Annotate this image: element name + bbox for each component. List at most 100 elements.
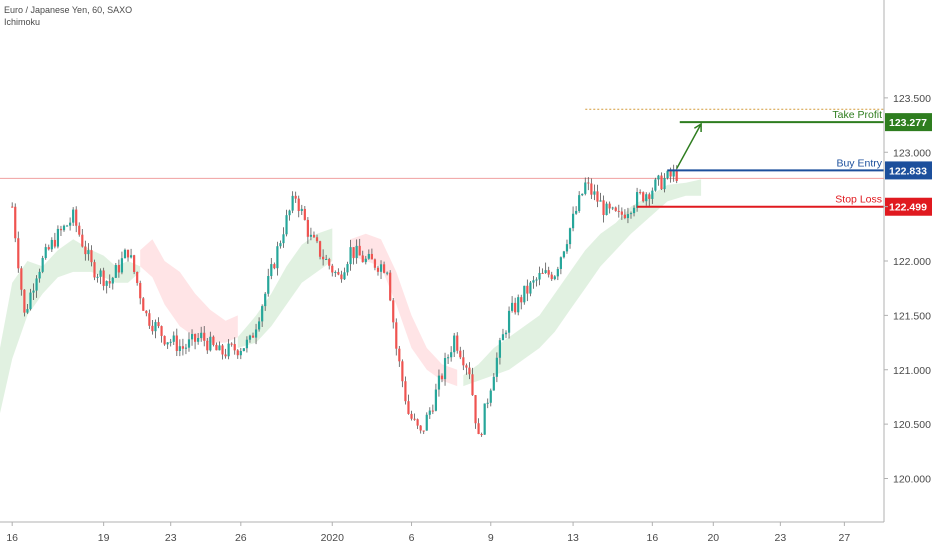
cloud-segment-2 (237, 228, 333, 348)
candle-body-276 (431, 410, 434, 412)
candle-body-40 (72, 209, 75, 223)
candle-body-116 (187, 339, 191, 348)
cloud-segment-1 (140, 239, 238, 343)
candle-body-260 (407, 401, 410, 414)
candle-body-122 (197, 337, 200, 342)
candle-body-206 (325, 259, 328, 261)
candle-body-4 (17, 238, 20, 269)
candle-body-238 (373, 259, 377, 268)
candle-body-218 (343, 272, 346, 280)
candle-body-186 (294, 195, 297, 199)
candle-body-64 (108, 281, 111, 284)
candle-body-426 (660, 175, 663, 190)
candle-body-252 (395, 322, 398, 349)
arrow-shaft (676, 123, 702, 169)
symbol-title: Euro / Japanese Yen, 60, SAXO (4, 5, 133, 15)
x-tick-label-10: 23 (775, 532, 787, 544)
candle-body-302 (471, 374, 474, 396)
candle-body-436 (675, 170, 678, 181)
candle-body-270 (422, 430, 425, 432)
candle-body-264 (413, 418, 416, 420)
candle-body-42 (75, 209, 78, 226)
candle-body-280 (437, 375, 441, 390)
candle-body-296 (462, 357, 465, 366)
x-tick-label-6: 9 (488, 532, 494, 544)
candle-body-176 (279, 243, 282, 247)
candle-body-196 (309, 234, 313, 237)
candle-body-154 (245, 339, 249, 349)
y-tick-label-4: 122.000 (893, 256, 931, 268)
candle-body-306 (477, 423, 480, 435)
candle-body-184 (291, 195, 294, 211)
candle-body-360 (559, 257, 562, 269)
candle-body-190 (300, 208, 303, 211)
candle-body-102 (166, 342, 169, 345)
candle-body-94 (154, 322, 157, 332)
candle-body-318 (495, 357, 498, 377)
candle-body-284 (443, 358, 447, 380)
candle-body-232 (364, 258, 367, 263)
candle-body-202 (318, 241, 322, 257)
candle-body-316 (492, 376, 495, 391)
candle-body-60 (102, 270, 105, 286)
buy-entry-price-value: 122.833 (889, 165, 927, 177)
candle-body-364 (565, 244, 569, 252)
candle-body-138 (221, 345, 224, 355)
candle-body-150 (239, 350, 242, 356)
x-tick-label-7: 13 (567, 532, 579, 544)
candle-body-32 (59, 228, 63, 231)
candle-body-326 (507, 310, 511, 333)
candle-body-96 (157, 322, 160, 327)
stop-loss-label: Stop Loss (835, 194, 882, 206)
candle-body-16 (35, 278, 38, 291)
candle-body-382 (593, 191, 596, 195)
candle-body-424 (657, 175, 660, 180)
candle-body-6 (20, 268, 23, 290)
candle-body-372 (578, 195, 581, 211)
candle-body-178 (282, 234, 285, 244)
candle-body-356 (553, 276, 556, 280)
buy-entry-label: Buy Entry (836, 157, 882, 169)
candle-body-290 (453, 335, 456, 353)
trade-levels: Take Profit 123.277 Buy Entry 122.833 Stop L… (585, 108, 932, 216)
candle-body-258 (404, 381, 407, 402)
candle-body-108 (175, 335, 178, 351)
candle-body-68 (114, 264, 117, 278)
take-profit-label: Take Profit (832, 109, 882, 121)
candle-body-130 (209, 336, 212, 351)
candle-body-308 (480, 434, 483, 436)
candle-body-80 (133, 255, 136, 272)
candle-body-132 (212, 336, 215, 345)
candle-body-192 (303, 208, 306, 220)
candle-body-24 (47, 247, 50, 250)
candle-body-128 (206, 340, 209, 351)
candle-body-420 (651, 190, 654, 199)
candle-body-8 (23, 289, 26, 313)
candle-body-328 (511, 302, 514, 311)
y-tick-label-2: 121.000 (893, 365, 931, 377)
candle-body-194 (306, 219, 309, 237)
cloud-segment-0 (0, 239, 141, 414)
candle-body-56 (96, 276, 99, 278)
candle-body-100 (163, 335, 166, 345)
candle-body-354 (550, 274, 553, 280)
x-tick-label-5: 6 (409, 532, 415, 544)
candle-body-214 (337, 272, 340, 275)
candle-body-344 (535, 279, 538, 281)
candle-body-126 (203, 332, 206, 341)
y-tick-label-3: 121.500 (893, 310, 931, 322)
x-tick-label-4: 2020 (321, 532, 345, 544)
candle-body-188 (297, 198, 300, 211)
candle-body-380 (590, 183, 593, 195)
candle-body-158 (251, 335, 255, 338)
candle-body-174 (276, 246, 279, 269)
candle-body-200 (315, 237, 319, 242)
candle-body-164 (261, 306, 264, 322)
candle-body-404 (626, 214, 630, 219)
candle-body-330 (514, 302, 517, 313)
candle-body-88 (145, 310, 148, 314)
candle-body-242 (379, 264, 383, 272)
candle-body-228 (358, 245, 361, 256)
